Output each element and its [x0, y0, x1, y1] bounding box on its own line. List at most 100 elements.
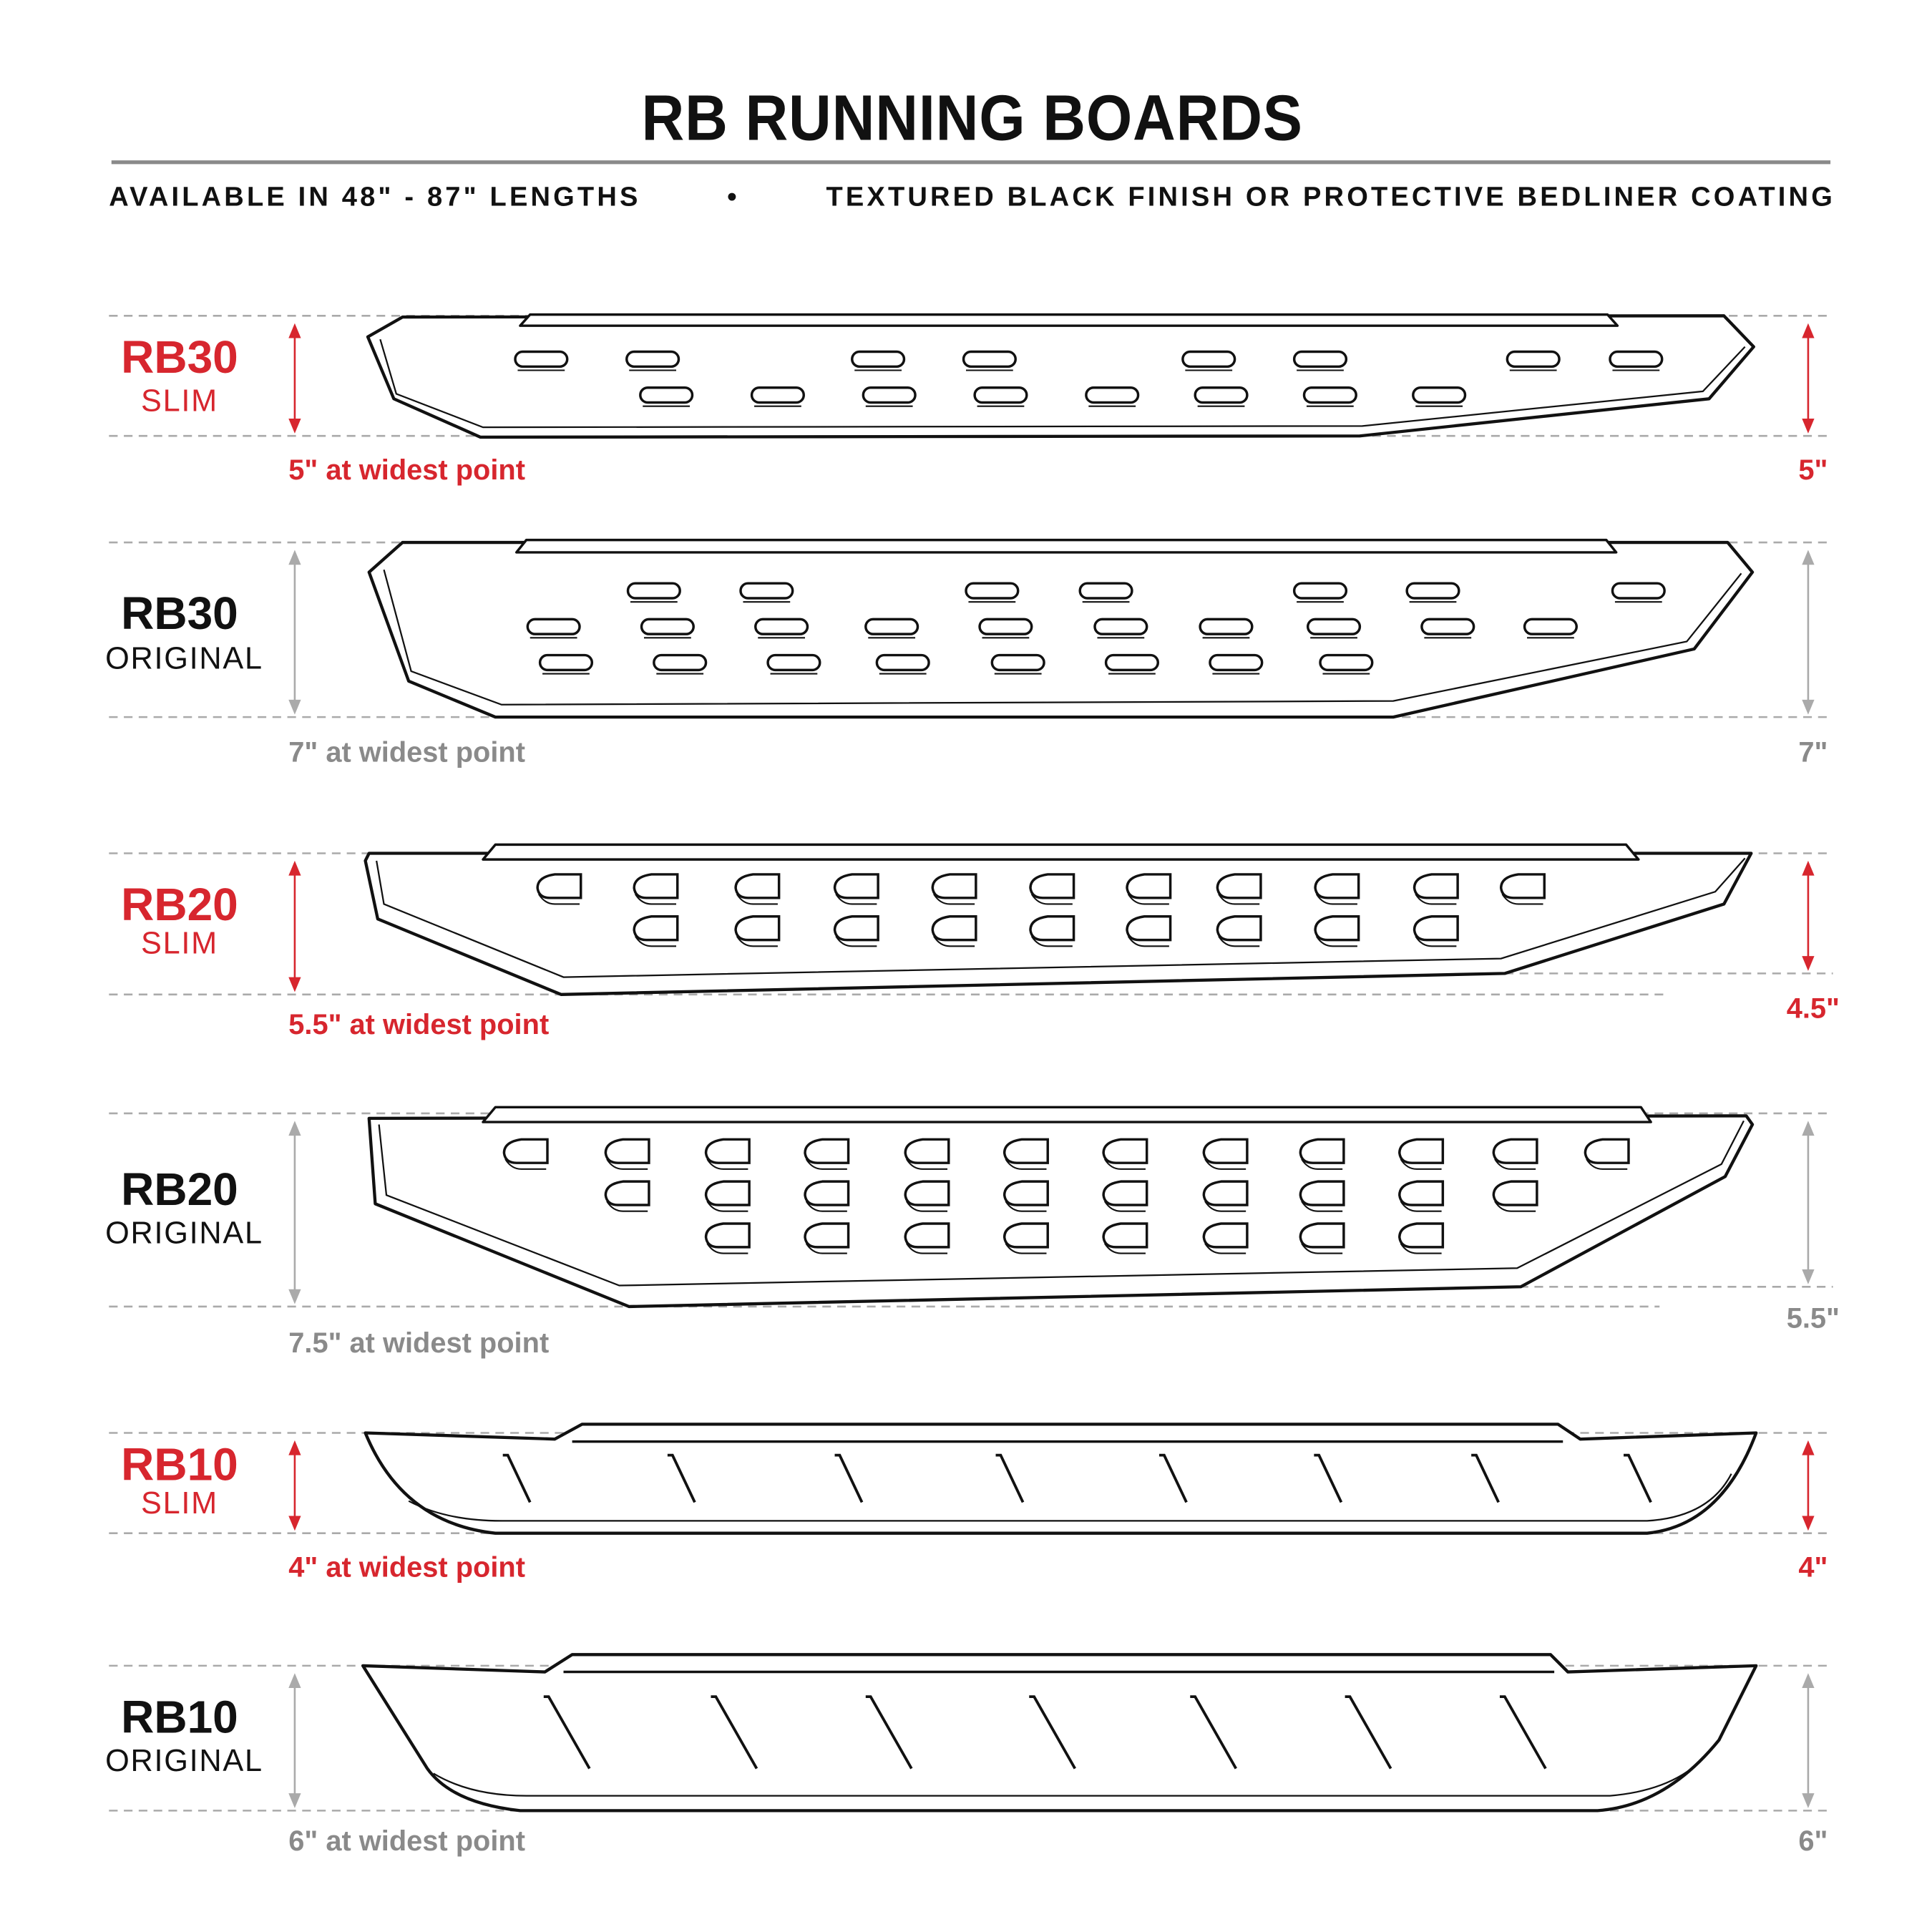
grip-shadow	[1103, 1201, 1146, 1212]
arrow-down-icon	[288, 699, 301, 715]
grip-hole	[704, 1180, 751, 1206]
grip-hole	[1299, 1180, 1345, 1206]
grip-shadow	[1127, 894, 1169, 905]
tread-slash	[543, 1695, 591, 1770]
grip-shadow	[606, 1158, 648, 1170]
grip-hole	[704, 1222, 751, 1249]
grip-hole	[1413, 915, 1459, 942]
end-height-label: 4"	[1798, 1550, 1828, 1583]
grip-shadow	[805, 1201, 847, 1212]
lengths-text: AVAILABLE IN 48" - 87" LENGTHS	[109, 180, 641, 212]
grip-hole	[1029, 915, 1075, 942]
grip-shadow	[706, 1201, 748, 1212]
grip-shadow	[1005, 1243, 1047, 1254]
grip-hole	[734, 873, 781, 899]
grip-hole	[1216, 873, 1262, 899]
slot-hole	[1199, 618, 1254, 635]
grip-hole	[1398, 1222, 1445, 1249]
grip-shadow	[1415, 935, 1457, 947]
grip-hole	[1398, 1138, 1445, 1164]
arrow-down-icon	[288, 1793, 301, 1808]
arrow-up-icon	[1802, 550, 1815, 565]
tread-slash	[667, 1453, 696, 1503]
grip-hole	[1102, 1138, 1148, 1164]
grip-hole	[1202, 1180, 1249, 1206]
tread-slash	[1624, 1453, 1652, 1503]
model-name: RB10	[121, 1439, 238, 1491]
grip-hole	[833, 873, 879, 899]
grip-shadow	[1218, 894, 1260, 905]
arrow-down-icon	[288, 1516, 301, 1531]
grip-shadow	[1204, 1243, 1246, 1254]
finish-text: TEXTURED BLACK FINISH OR PROTECTIVE BEDL…	[826, 180, 1835, 212]
slot-hole	[1194, 386, 1249, 404]
slot-hole	[1104, 653, 1159, 672]
grip-hole	[633, 915, 679, 942]
grip-shadow	[1030, 935, 1073, 947]
widest-point-label: 7.5" at widest point	[288, 1326, 550, 1359]
grip-shadow	[906, 1201, 948, 1212]
grip-shadow	[1204, 1201, 1246, 1212]
widest-point-label: 7" at widest point	[288, 736, 526, 769]
widest-point-label: 5.5" at widest point	[288, 1008, 550, 1040]
arrow-down-icon	[1802, 956, 1815, 971]
grip-shadow	[835, 935, 877, 947]
slot-hole	[962, 350, 1017, 369]
slot-hole	[965, 582, 1020, 600]
slot-hole	[766, 653, 821, 672]
slot-hole	[1302, 386, 1357, 404]
arrow-up-icon	[288, 1440, 301, 1455]
grip-hole	[804, 1138, 850, 1164]
arrow-up-icon	[1802, 1673, 1815, 1689]
board-outline	[366, 314, 1755, 439]
mounting-rail	[519, 313, 1619, 327]
grip-shadow	[1415, 894, 1457, 905]
grip-hole	[1492, 1138, 1538, 1164]
separator-bullet: •	[727, 180, 740, 212]
board-outline	[367, 540, 1755, 719]
grip-shadow	[635, 935, 676, 947]
grip-hole	[1299, 1222, 1345, 1249]
board-outline	[367, 1114, 1755, 1309]
mounting-rail	[482, 843, 1640, 861]
slot-hole	[625, 350, 680, 369]
grip-shadow	[906, 1158, 948, 1170]
grip-hole	[1126, 873, 1172, 899]
grip-shadow	[1400, 1243, 1442, 1254]
slot-hole	[739, 582, 794, 600]
slot-hole	[640, 618, 695, 635]
grip-shadow	[1030, 894, 1073, 905]
variant-name: SLIM	[140, 1485, 218, 1521]
grip-hole	[931, 915, 977, 942]
grip-shadow	[635, 894, 676, 905]
grip-shadow	[1400, 1158, 1442, 1170]
grip-hole	[1202, 1138, 1249, 1164]
slot-hole	[754, 618, 809, 635]
grip-shadow	[933, 894, 975, 905]
slot-hole	[750, 386, 805, 404]
model-name: RB20	[121, 879, 238, 930]
slot-hole	[1319, 653, 1374, 672]
slot-hole	[1609, 350, 1664, 369]
grip-shadow	[706, 1158, 748, 1170]
grip-shadow	[1586, 1158, 1628, 1170]
board-outline	[361, 1653, 1758, 1813]
slot-hole	[1093, 618, 1148, 635]
tread-slash	[1345, 1695, 1392, 1770]
grip-shadow	[1218, 935, 1260, 947]
board-inner-edge	[433, 1743, 1717, 1797]
widest-point-label: 5" at widest point	[288, 453, 526, 486]
grip-hole	[1216, 915, 1262, 942]
board-outline	[364, 1423, 1758, 1535]
slot-hole	[538, 653, 594, 672]
slot-hole	[1405, 582, 1460, 600]
grip-shadow	[906, 1243, 948, 1254]
grip-shadow	[1315, 894, 1357, 905]
variant-name: ORIGINAL	[105, 1743, 263, 1779]
grip-hole	[604, 1138, 650, 1164]
grip-shadow	[706, 1243, 748, 1254]
grip-hole	[904, 1180, 950, 1206]
tread-slash	[502, 1453, 532, 1503]
arrow-up-icon	[288, 860, 301, 876]
